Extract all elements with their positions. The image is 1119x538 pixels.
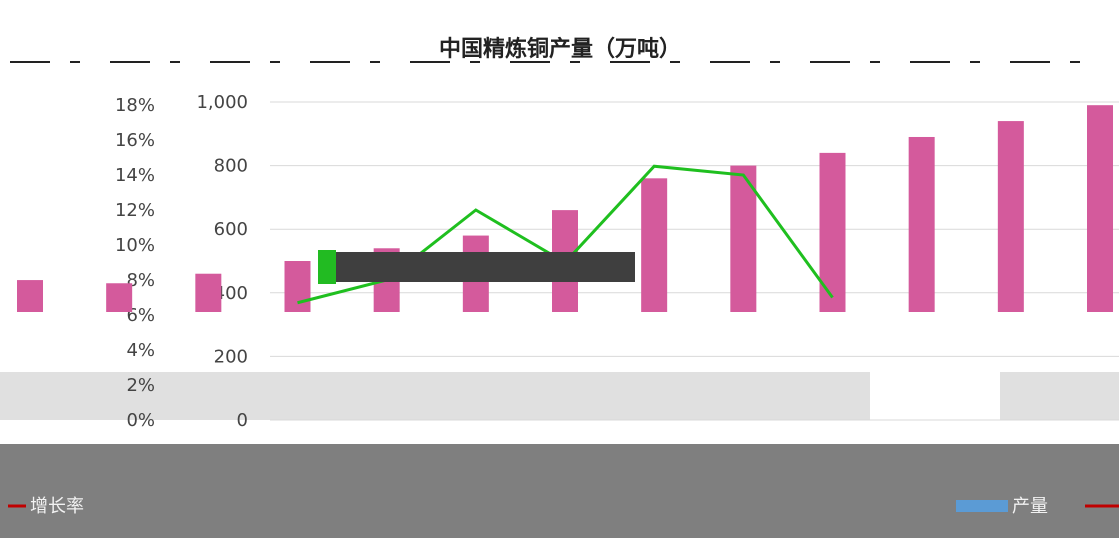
mid-band	[0, 372, 870, 420]
right-tick-label: 4%	[126, 340, 155, 361]
artifact-block	[320, 252, 635, 282]
right-tick-label: 0%	[126, 410, 155, 431]
left-tick-label: 600	[214, 219, 248, 240]
artifact-green	[318, 250, 336, 284]
bar-9	[819, 152, 846, 312]
right-tick-label: 2%	[126, 375, 155, 396]
right-tick-label: 18%	[115, 95, 155, 116]
bar-7	[641, 178, 668, 312]
bar-11	[997, 121, 1024, 312]
legend-output-swatch	[956, 500, 1008, 512]
right-axis-ticks: 0% 2% 4% 6% 8% 10% 12% 14% 16% 18%	[115, 95, 155, 431]
right-tick-label: 6%	[126, 305, 155, 326]
bar-2	[195, 273, 222, 312]
gridlines	[270, 101, 1119, 421]
bar-1	[106, 283, 133, 312]
right-tick-label: 14%	[115, 165, 155, 186]
left-tick-label: 0	[237, 410, 248, 431]
bar-10	[908, 136, 935, 312]
bar-8	[730, 165, 757, 312]
right-tick-label: 8%	[126, 270, 155, 291]
left-tick-label: 800	[214, 156, 248, 177]
legend-growth-label: 增长率	[30, 496, 84, 517]
left-tick-label: 400	[214, 283, 248, 304]
left-tick-label: 200	[214, 346, 248, 367]
legend: 增长率 产量	[8, 496, 1119, 517]
left-axis-ticks: 0 200 400 600 800 1,000	[196, 92, 248, 431]
legend-output-label: 产量	[1012, 496, 1048, 517]
bar-12	[1087, 105, 1113, 313]
right-tick-label: 12%	[115, 200, 155, 221]
chart-title: 中国精炼铜产量（万吨）	[439, 36, 681, 62]
left-tick-label: 1,000	[196, 92, 248, 113]
bottom-band	[0, 444, 1119, 538]
bar-3	[284, 261, 311, 312]
mid-band-right	[1000, 372, 1119, 420]
right-tick-label: 10%	[115, 235, 155, 256]
bar-0	[17, 280, 43, 312]
right-tick-label: 16%	[115, 130, 155, 151]
